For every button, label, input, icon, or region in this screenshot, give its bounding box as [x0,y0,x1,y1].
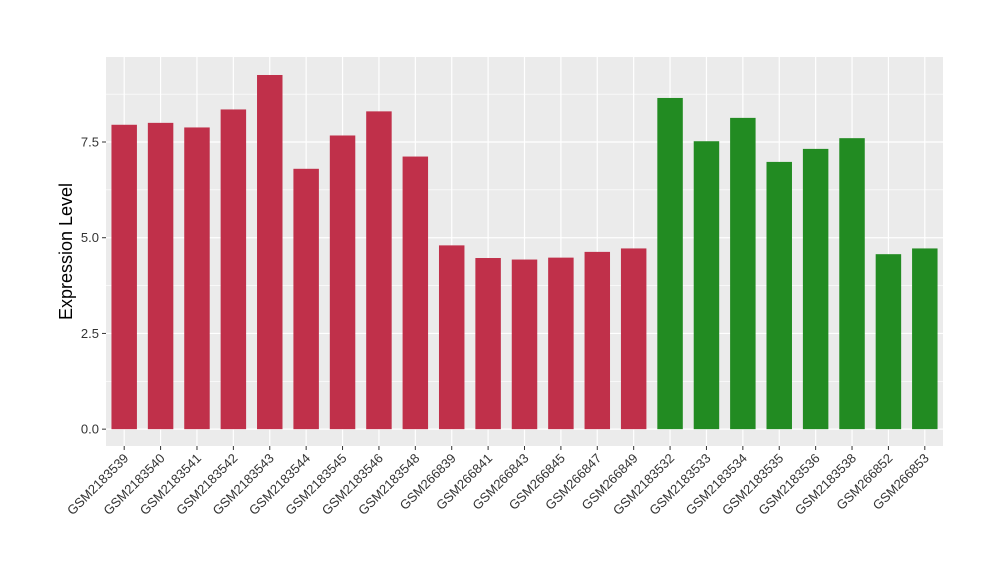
bar [584,251,611,430]
bar [147,122,174,430]
bar [657,97,683,430]
x-axis: GSM2183539GSM2183540GSM2183541GSM2183542… [64,446,932,518]
bar [293,168,319,430]
bar [839,138,865,430]
bar [875,254,902,430]
y-axis: 0.0 2.5 5.0 7.5 [81,134,106,437]
bar [620,248,647,430]
bar [693,141,720,430]
y-tick-label: 0.0 [81,422,99,437]
bar [366,111,392,430]
bar [220,109,247,430]
bar [730,117,756,430]
y-tick-label: 2.5 [81,326,99,341]
bar [802,148,829,430]
bars [111,74,938,430]
bar [511,259,538,430]
y-tick-label: 5.0 [81,230,99,245]
bar [475,258,501,430]
y-tick-label: 7.5 [81,134,99,149]
bar [257,74,283,430]
bar [766,161,792,430]
bar [402,156,429,430]
bar [912,248,938,430]
x-tick-label: GSM2183539 [64,451,131,518]
bar [548,257,574,430]
bar [329,135,356,430]
y-axis-title: Expression Level [56,183,76,320]
bar [111,124,137,430]
bar [438,245,465,430]
bar [184,127,210,430]
